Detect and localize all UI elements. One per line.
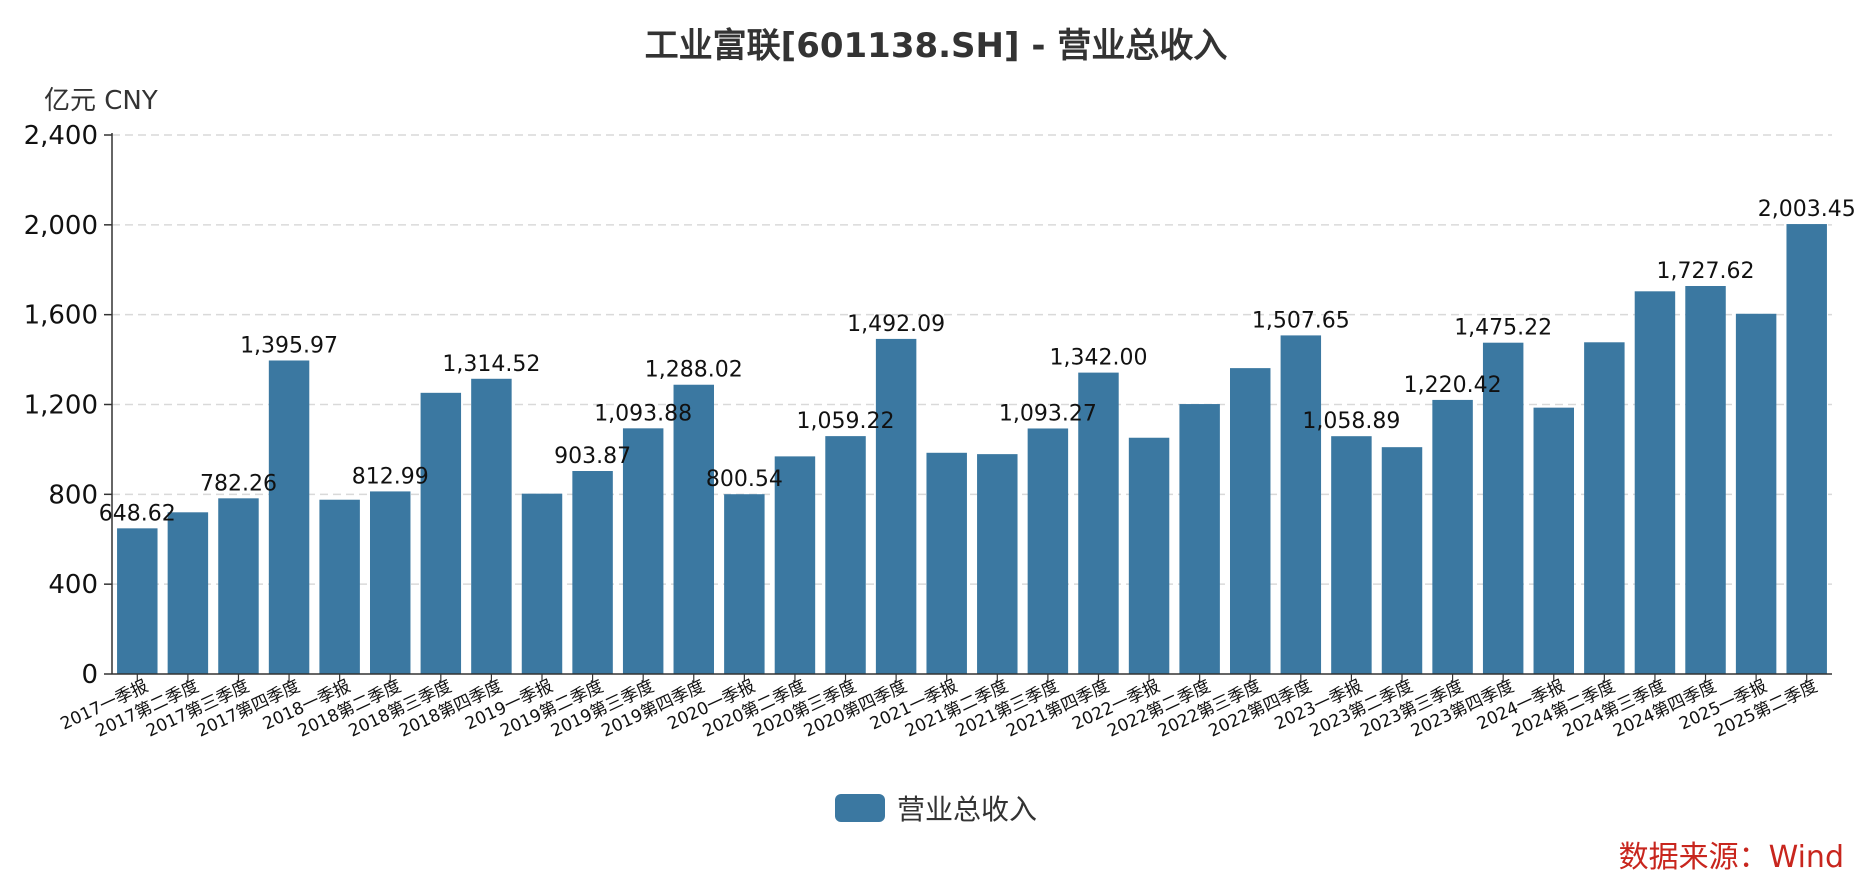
- bar[interactable]: [1584, 342, 1625, 674]
- data-label: 1,475.22: [1454, 316, 1552, 341]
- data-label: 1,220.42: [1404, 373, 1502, 398]
- bar[interactable]: [926, 452, 967, 674]
- legend-swatch: [834, 794, 885, 822]
- bar[interactable]: [875, 338, 917, 674]
- bar[interactable]: [622, 428, 664, 674]
- source-text: 数据来源：Wind: [1618, 840, 1844, 875]
- chart-title: 工业富联[601138.SH] - 营业总收入: [644, 26, 1228, 66]
- data-source: 数据来源：Wind: [1619, 832, 1844, 876]
- bar[interactable]: [167, 512, 209, 674]
- bar[interactable]: [521, 493, 563, 674]
- bar[interactable]: [1280, 335, 1322, 674]
- data-label: 2,003.45: [1758, 197, 1856, 222]
- bar[interactable]: [572, 471, 613, 674]
- bar[interactable]: [420, 392, 462, 674]
- data-label: 812.99: [352, 464, 429, 489]
- data-label: 1,058.89: [1302, 409, 1400, 434]
- bar[interactable]: [1482, 342, 1524, 674]
- data-label: 782.26: [200, 471, 277, 496]
- data-label: 1,314.52: [442, 352, 540, 377]
- data-label: 1,492.09: [847, 312, 945, 337]
- y-tick-label: 2,000: [24, 211, 98, 241]
- bar[interactable]: [1331, 436, 1372, 674]
- y-tick-label: 800: [48, 480, 98, 510]
- y-tick-label: 2,400: [24, 121, 98, 151]
- bar[interactable]: [218, 498, 259, 674]
- bar[interactable]: [977, 454, 1018, 674]
- bar[interactable]: [1078, 372, 1119, 674]
- data-label: 1,059.22: [797, 409, 895, 434]
- bar[interactable]: [1179, 404, 1220, 674]
- data-label: 1,093.88: [594, 401, 692, 426]
- bar[interactable]: [1027, 428, 1069, 674]
- y-tick-label: 400: [48, 570, 98, 600]
- bar[interactable]: [117, 528, 158, 674]
- bar[interactable]: [370, 491, 411, 674]
- legend[interactable]: 营业总收入: [0, 788, 1872, 828]
- bar[interactable]: [673, 384, 714, 674]
- bar[interactable]: [1533, 407, 1574, 674]
- bar[interactable]: [1685, 286, 1726, 674]
- data-label: 800.54: [706, 467, 783, 492]
- bar-layer: [117, 224, 1827, 674]
- bar[interactable]: [1381, 447, 1423, 674]
- bar[interactable]: [268, 360, 310, 674]
- data-label: 1,395.97: [240, 333, 338, 358]
- bar[interactable]: [825, 436, 866, 674]
- data-label: 1,727.62: [1657, 259, 1755, 284]
- y-tick-label: 0: [81, 660, 98, 690]
- data-label: 1,093.27: [999, 401, 1097, 426]
- bar[interactable]: [1230, 368, 1271, 674]
- data-label: 1,288.02: [645, 358, 743, 383]
- bar[interactable]: [1634, 291, 1676, 674]
- bar[interactable]: [471, 378, 512, 674]
- data-label: 903.87: [554, 444, 631, 469]
- y-axis-unit: 亿元 CNY: [44, 86, 158, 116]
- legend-label: 营业总收入: [896, 793, 1037, 826]
- y-tick-label: 1,200: [24, 391, 98, 421]
- bar[interactable]: [724, 494, 765, 674]
- y-tick-label: 1,600: [24, 301, 98, 331]
- data-label: 1,342.00: [1049, 346, 1147, 371]
- bar[interactable]: [1735, 313, 1777, 674]
- bar[interactable]: [1128, 437, 1170, 674]
- bar[interactable]: [1786, 224, 1827, 674]
- bar[interactable]: [1432, 399, 1473, 674]
- bar[interactable]: [774, 456, 816, 674]
- data-label: 1,507.65: [1252, 308, 1350, 333]
- data-label: 648.62: [99, 501, 176, 526]
- bar[interactable]: [319, 499, 360, 674]
